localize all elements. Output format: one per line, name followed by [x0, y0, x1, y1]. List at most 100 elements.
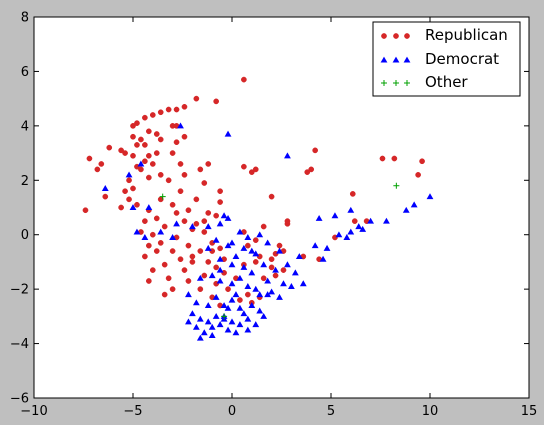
- point-other: [221, 313, 228, 320]
- point-democrat: [331, 212, 339, 219]
- point-republican: [130, 123, 136, 129]
- point-democrat: [200, 329, 208, 336]
- point-republican: [134, 142, 140, 148]
- point-other: [393, 182, 400, 189]
- point-democrat: [224, 242, 232, 249]
- point-democrat: [216, 321, 224, 328]
- point-democrat: [276, 247, 283, 254]
- point-democrat: [244, 315, 252, 322]
- point-republican: [126, 196, 132, 203]
- point-republican: [122, 150, 128, 156]
- point-republican: [217, 188, 223, 195]
- point-democrat: [252, 285, 260, 292]
- point-democrat: [204, 223, 212, 230]
- point-democrat: [236, 304, 244, 311]
- point-republican: [205, 210, 212, 216]
- point-democrat: [335, 231, 343, 238]
- point-democrat: [367, 217, 374, 224]
- legend-label-other: Other: [425, 73, 468, 91]
- point-republican: [126, 177, 132, 184]
- point-democrat: [347, 228, 355, 235]
- point-democrat: [284, 261, 291, 268]
- point-democrat: [244, 234, 252, 240]
- point-democrat: [192, 323, 200, 330]
- point-republican: [201, 180, 208, 186]
- point-democrat: [256, 307, 264, 314]
- point-republican: [189, 253, 196, 260]
- point-republican: [149, 267, 156, 273]
- point-republican: [145, 174, 152, 181]
- point-republican: [106, 144, 113, 151]
- legend-marker-democrat: [392, 56, 400, 63]
- point-republican: [185, 242, 192, 249]
- point-republican: [237, 297, 243, 303]
- point-democrat: [240, 263, 248, 270]
- point-republican: [145, 242, 152, 249]
- point-democrat: [216, 220, 224, 227]
- point-republican: [169, 150, 176, 156]
- point-republican: [197, 248, 204, 254]
- point-republican: [169, 248, 176, 254]
- point-republican: [157, 136, 164, 143]
- point-democrat: [244, 326, 252, 333]
- point-democrat: [264, 291, 272, 298]
- point-democrat: [383, 217, 390, 224]
- point-democrat: [224, 304, 232, 311]
- point-republican: [142, 158, 148, 165]
- point-republican: [142, 218, 148, 224]
- point-democrat: [319, 255, 327, 262]
- point-democrat: [133, 228, 141, 235]
- point-democrat: [236, 228, 244, 235]
- point-democrat: [402, 206, 410, 213]
- point-republican: [157, 109, 164, 116]
- point-democrat: [228, 261, 236, 268]
- point-republican: [86, 155, 93, 162]
- point-democrat: [252, 250, 260, 257]
- point-republican: [118, 147, 124, 154]
- legend-markers-democrat: [380, 56, 411, 63]
- legend-marker-republican: [381, 33, 387, 39]
- point-republican: [165, 275, 172, 282]
- point-republican: [82, 207, 89, 214]
- point-democrat: [204, 318, 212, 325]
- point-democrat: [208, 272, 216, 279]
- point-democrat: [216, 277, 224, 284]
- point-democrat: [264, 239, 272, 246]
- point-republican: [213, 98, 220, 105]
- point-democrat: [248, 247, 256, 254]
- point-republican: [225, 286, 231, 292]
- point-democrat: [125, 171, 133, 178]
- point-democrat: [244, 283, 252, 289]
- point-democrat: [347, 206, 355, 213]
- point-democrat: [204, 244, 212, 251]
- legend-marker-other: [404, 80, 410, 86]
- legend-entry-other: Other: [381, 73, 468, 91]
- legend-marker-other: [381, 80, 387, 86]
- point-republican: [138, 166, 144, 173]
- point-republican: [161, 291, 168, 298]
- point-republican: [98, 161, 105, 167]
- point-republican: [197, 286, 204, 292]
- point-republican: [193, 95, 200, 102]
- point-democrat: [260, 261, 268, 268]
- point-republican: [272, 272, 279, 279]
- y-tick-label: −6: [10, 392, 29, 407]
- point-democrat: [196, 315, 204, 322]
- y-tick-label: 0: [21, 228, 29, 243]
- point-democrat: [208, 332, 216, 338]
- legend-markers-republican: [381, 33, 410, 39]
- point-democrat: [299, 280, 307, 287]
- point-republican: [391, 155, 398, 162]
- point-democrat: [264, 277, 272, 284]
- point-republican: [173, 139, 180, 146]
- point-democrat: [240, 244, 248, 251]
- point-republican: [130, 133, 136, 140]
- point-republican: [118, 204, 124, 211]
- legend: Republican Democrat Other: [372, 21, 521, 97]
- point-republican: [177, 188, 184, 195]
- point-republican: [201, 229, 208, 235]
- point-democrat: [220, 212, 228, 219]
- point-republican: [181, 267, 188, 273]
- point-republican: [165, 106, 172, 113]
